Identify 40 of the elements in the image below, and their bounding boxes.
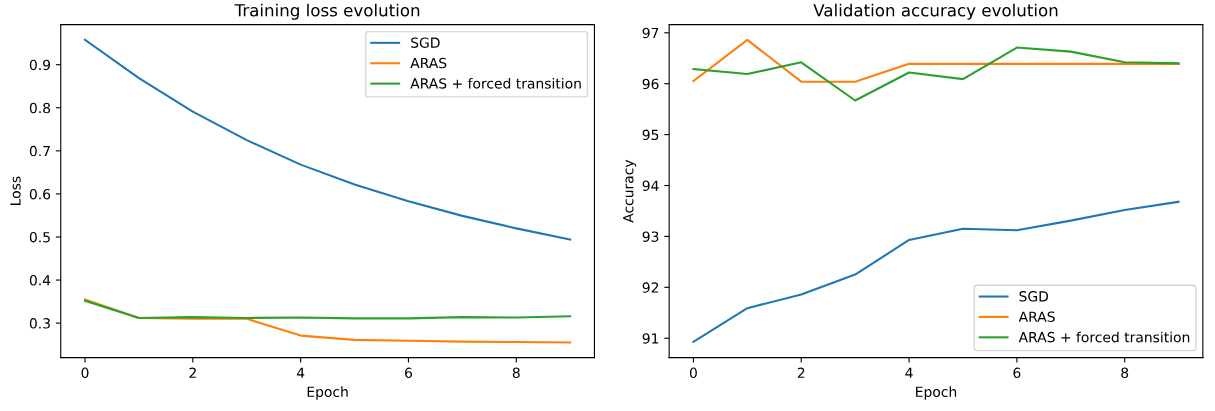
line-series [83, 299, 572, 320]
y-tick-label: 0.5 [29, 231, 50, 243]
y-tick-label: 0.7 [29, 145, 50, 157]
legend-label: SGD [1019, 291, 1049, 302]
chart-title: Validation accuracy evolution [813, 3, 1058, 20]
y-axis-title: Loss [10, 176, 21, 205]
x-axis-title: Epoch [916, 386, 957, 400]
x-tick-label: 4 [296, 367, 305, 378]
legend-label: ARAS [1018, 311, 1055, 322]
y-tick-label: 91 [642, 333, 659, 344]
y-tick-label: 95 [642, 129, 659, 141]
x-tick-label: 0 [81, 367, 89, 379]
y-tick-label: 0.4 [29, 275, 51, 286]
y-tick-label: 96 [642, 78, 659, 90]
y-tick-label: 94 [642, 180, 659, 191]
x-axis-title: Epoch [307, 386, 348, 400]
x-tick-label: 0 [689, 367, 697, 379]
x-tick-label: 2 [189, 367, 196, 378]
legend-label: SGD [411, 37, 440, 48]
legend-label: ARAS + forced transition [410, 77, 581, 89]
legend-label: ARAS [410, 57, 447, 69]
y-tick-label: 97 [642, 27, 659, 39]
y-tick-label: 0.6 [29, 188, 51, 200]
y-tick-label: 93 [642, 231, 659, 242]
line-series [692, 38, 1180, 83]
y-tick-label: 92 [642, 282, 659, 293]
x-tick-label: 8 [1121, 367, 1129, 379]
x-tick-label: 4 [905, 367, 913, 378]
line-series [83, 298, 572, 344]
line-series [692, 46, 1180, 102]
legend-label: ARAS + forced transition [1018, 331, 1190, 343]
x-tick-label: 6 [1013, 367, 1021, 379]
y-axis-title: Accuracy [623, 159, 637, 223]
x-tick-label: 8 [512, 367, 520, 379]
y-tick-label: 0.8 [29, 102, 51, 114]
x-tick-label: 2 [797, 367, 805, 378]
chart-title: Training loss evolution [234, 3, 420, 20]
x-tick-label: 6 [405, 367, 412, 379]
y-tick-label: 0.3 [29, 318, 50, 329]
y-tick-label: 0.9 [29, 59, 51, 71]
